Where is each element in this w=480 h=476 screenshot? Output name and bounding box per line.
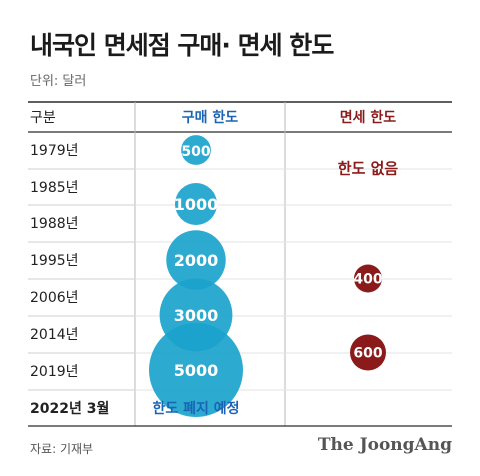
duty-free-limit-note: 한도 없음 (338, 160, 399, 178)
chart-title: 내국인 면세점 구매· 면세 한도 (30, 31, 334, 60)
year-label: 2006년 (30, 290, 79, 306)
purchase-limit-value: 500 (181, 144, 210, 160)
duty-free-limit-value: 600 (353, 346, 382, 362)
brand-logo: The JoongAng (317, 435, 452, 455)
purchase-limit-value: 2000 (174, 251, 219, 270)
unit-label: 단위: 달러 (30, 74, 87, 89)
purchase-limit-bubble (166, 230, 226, 290)
duty-free-limit-bubble (354, 264, 382, 293)
year-label: 1979년 (30, 143, 79, 159)
year-label: 1995년 (30, 253, 79, 269)
year-label: 1985년 (30, 180, 79, 196)
header-duty-free-limit: 면세 한도 (340, 109, 397, 126)
purchase-limit-bubble (174, 182, 218, 226)
purchase-limit-value: 1000 (174, 195, 219, 214)
header-purchase-limit: 구매 한도 (182, 110, 239, 126)
year-label: 1988년 (30, 216, 79, 232)
duty-free-limit-bubble (350, 334, 386, 371)
purchase-limit-bubble (181, 135, 211, 165)
year-label: 2019년 (30, 364, 79, 380)
year-label: 2014년 (30, 327, 79, 343)
purchase-limit-value: 5000 (174, 361, 219, 380)
header-category: 구분 (30, 110, 56, 126)
source-label: 자료: 기재부 (30, 442, 94, 456)
duty-free-limit-value: 400 (353, 272, 382, 288)
purchase-limit-value: 3000 (174, 306, 219, 325)
purchase-limit-bubble (149, 323, 243, 417)
purchase-limit-note: 한도 폐지 예정 (152, 400, 239, 417)
year-label: 2022년 3월 (30, 400, 109, 417)
